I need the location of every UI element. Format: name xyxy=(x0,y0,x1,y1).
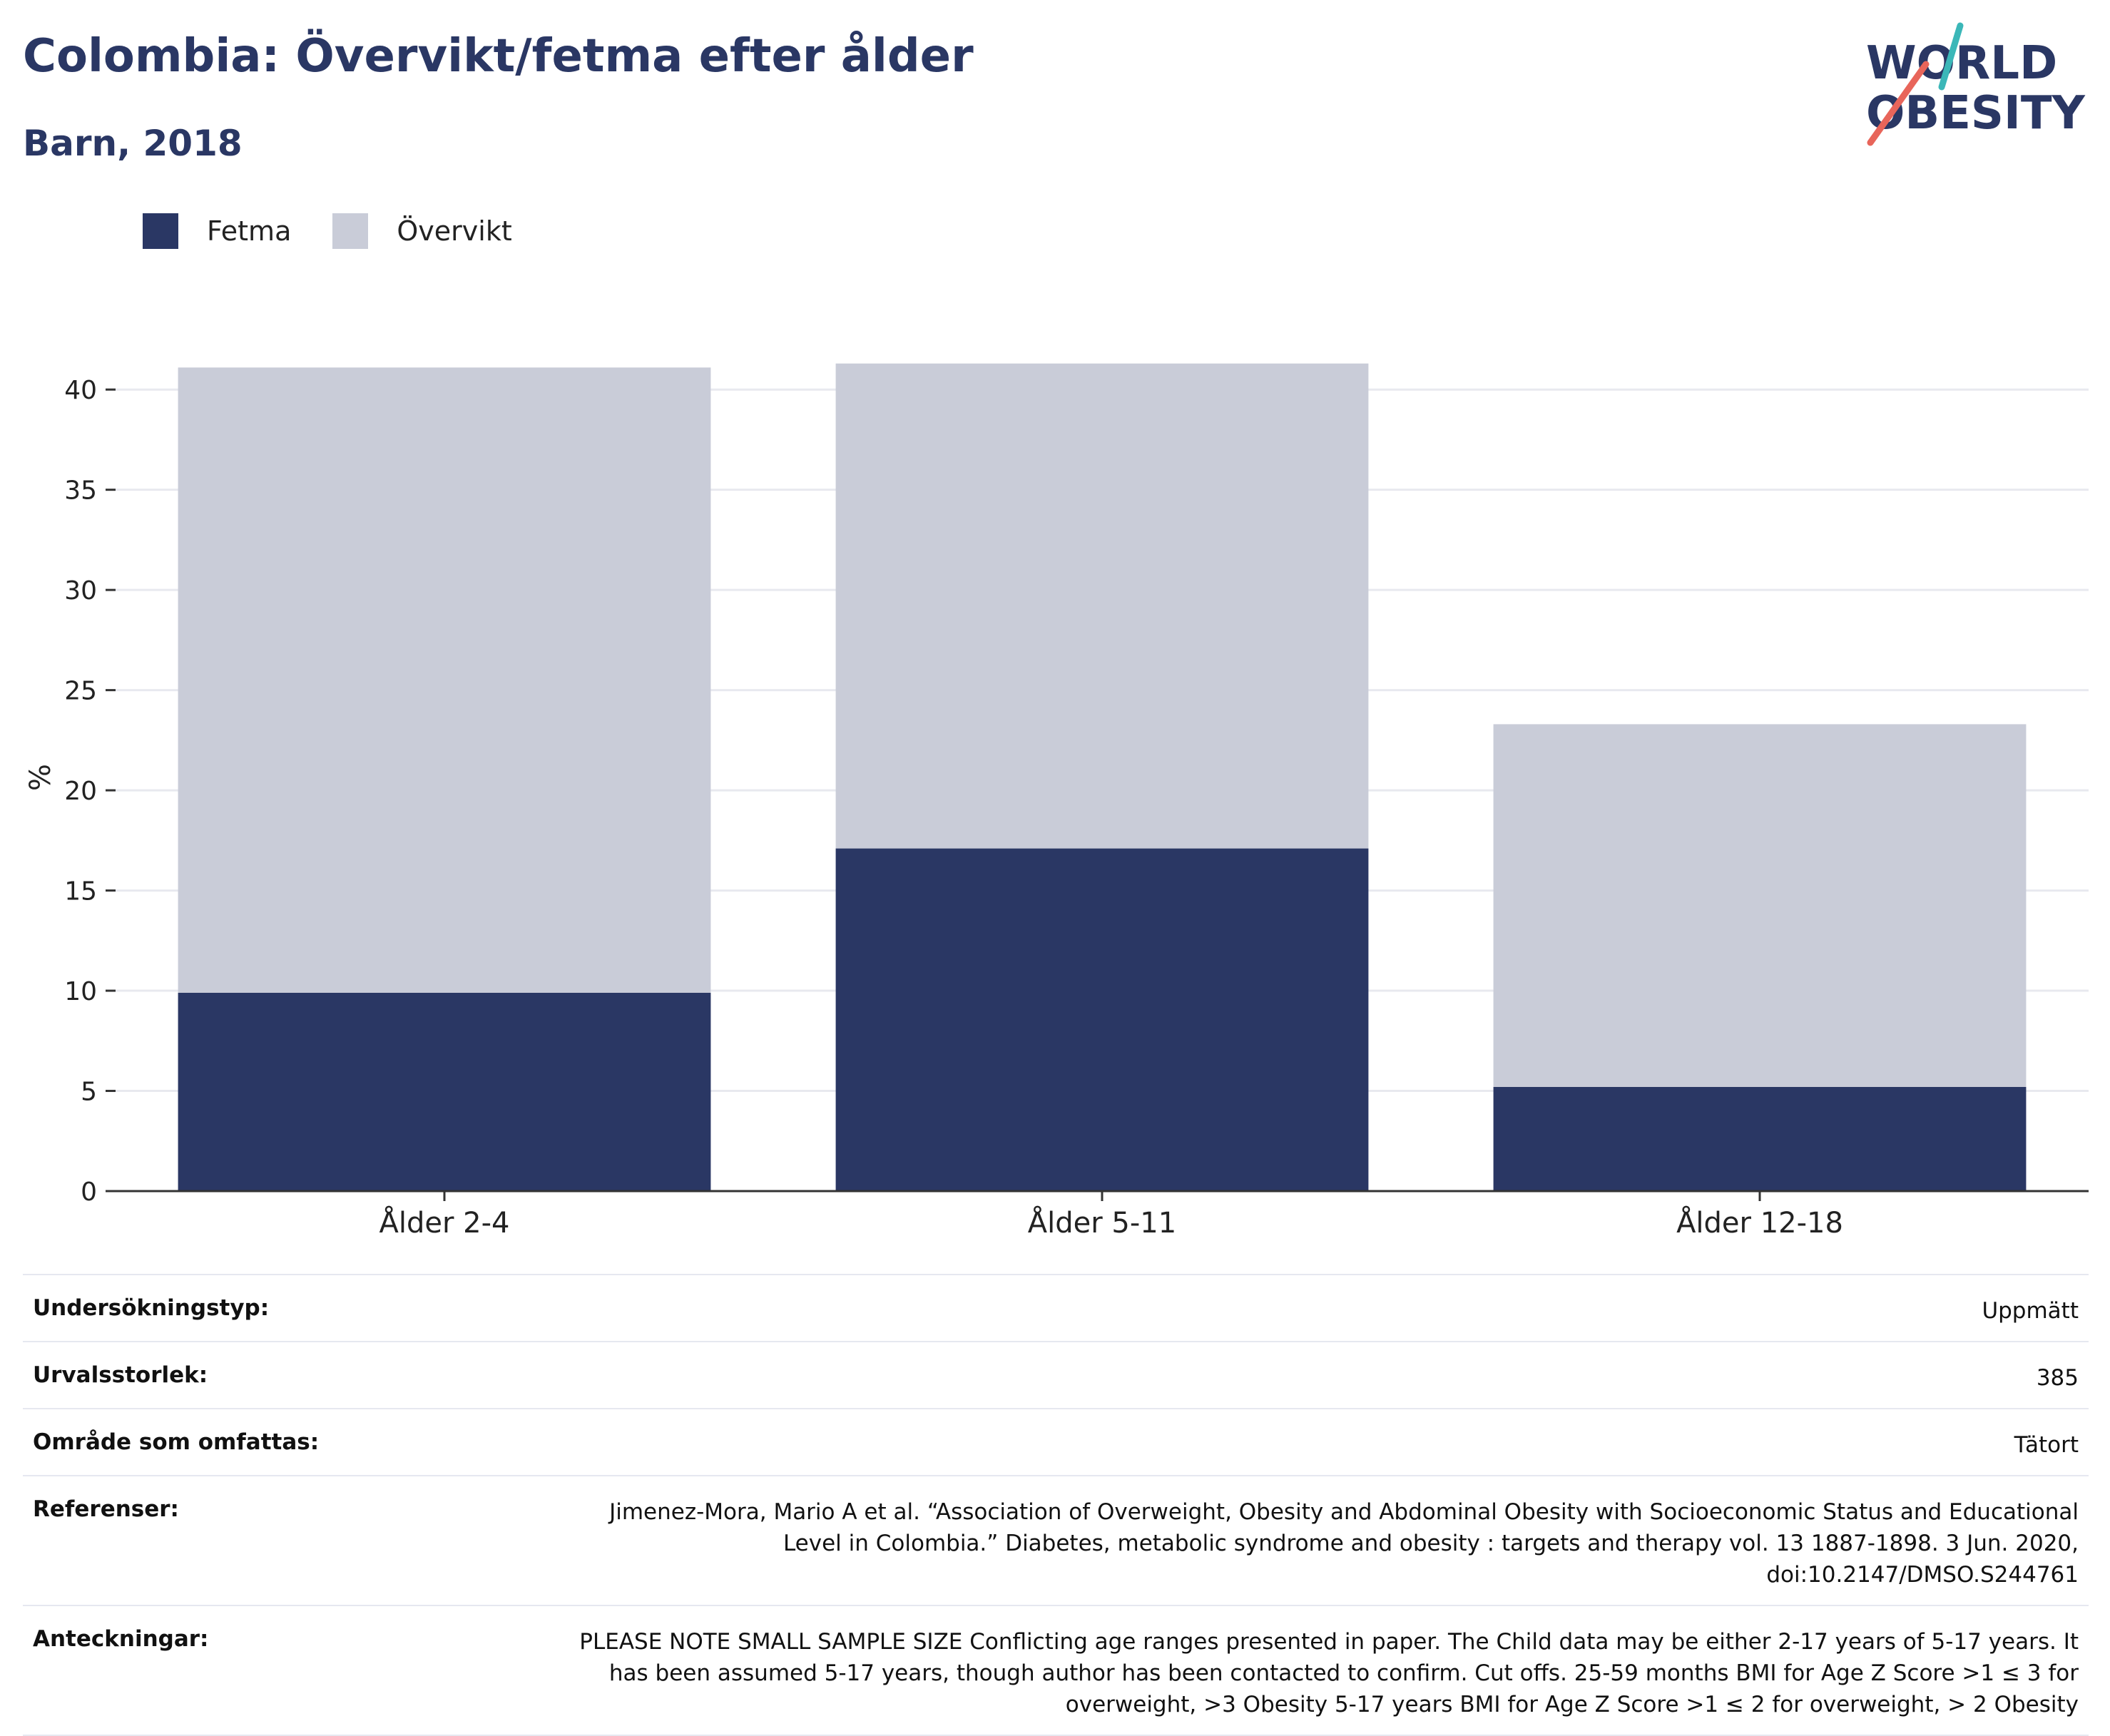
stacked-bar-chart: 0 5 10 15 20 25 30 35 40 Ålder 2-4 Ålder 5-11 Ålder… xyxy=(24,363,2089,1240)
x-tick-label: Ålder 5-11 xyxy=(1028,1205,1176,1240)
info-key: Referenser: xyxy=(33,1496,179,1522)
info-value: 385 xyxy=(2036,1365,2079,1391)
bar-fetma-2[interactable] xyxy=(1493,1086,2027,1191)
info-key: Undersökningstyp: xyxy=(33,1295,270,1321)
y-tick-label: 5 xyxy=(81,1078,97,1107)
info-key: Område som omfattas: xyxy=(33,1429,320,1455)
info-key: Urvalsstorlek: xyxy=(33,1362,208,1388)
y-tick-label: 25 xyxy=(64,677,97,706)
y-tick-label: 0 xyxy=(81,1178,97,1207)
y-tick-label: 30 xyxy=(64,576,97,606)
axes: 0 5 10 15 20 25 30 35 40 Ålder 2-4 Ålder 5-11 Ålder… xyxy=(64,376,2089,1240)
legend-label-fetma: Fetma xyxy=(207,215,292,247)
world-obesity-logo: WORLD OBESITY xyxy=(1866,22,2085,146)
legend-swatch-fetma xyxy=(143,213,178,249)
chart-subtitle: Barn, 2018 xyxy=(23,123,243,164)
logo-line1: WORLD xyxy=(1866,37,2057,90)
y-axis-label: % xyxy=(24,764,57,791)
legend-swatch-overvikt xyxy=(332,213,369,249)
x-tick-label: Ålder 2-4 xyxy=(379,1205,510,1240)
bar-fetma-1[interactable] xyxy=(835,848,1369,1191)
info-row: Urvalsstorlek: 385 xyxy=(23,1342,2089,1409)
y-tick-label: 20 xyxy=(64,777,97,806)
y-tick-label: 10 xyxy=(64,977,97,1006)
info-value: Tätort xyxy=(2014,1432,2079,1458)
y-tick-label: 40 xyxy=(64,376,97,405)
y-tick-label: 35 xyxy=(64,476,97,506)
info-row: Undersökningstyp: Uppmätt xyxy=(23,1275,2089,1342)
bars xyxy=(178,363,2027,1191)
survey-info-table: Undersökningstyp: Uppmätt Urvalsstorlek: 38… xyxy=(23,1274,2089,1736)
chart-legend: Fetma Övervikt xyxy=(143,211,554,251)
logo-line2: OBESITY xyxy=(1866,87,2085,140)
legend-label-overvikt: Övervikt xyxy=(397,215,512,247)
info-value: PLEASE NOTE SMALL SAMPLE SIZE Conflictin… xyxy=(579,1629,2079,1717)
chart-title: Colombia: Övervikt/fetma efter ålder xyxy=(23,30,974,83)
info-row: Referenser: Jimenez-Mora, Mario A et al. … xyxy=(23,1476,2089,1606)
x-tick-label: Ålder 12-18 xyxy=(1676,1205,1843,1240)
info-key: Anteckningar: xyxy=(33,1626,209,1652)
info-value: Jimenez-Mora, Mario A et al. “Associatio… xyxy=(609,1499,2079,1588)
bar-overvikt-1[interactable] xyxy=(835,363,1369,849)
logo-slash-coral-icon xyxy=(1867,61,1930,146)
legend-item-overvikt[interactable]: Övervikt xyxy=(332,213,512,249)
info-value: Uppmätt xyxy=(1982,1298,2079,1324)
legend-item-fetma[interactable]: Fetma xyxy=(143,213,291,249)
bar-overvikt-0[interactable] xyxy=(178,367,711,993)
y-tick-label: 15 xyxy=(64,877,97,907)
bar-fetma-0[interactable] xyxy=(178,992,711,1191)
info-row: Anteckningar: PLEASE NOTE SMALL SAMPLE SI… xyxy=(23,1606,2089,1736)
bar-overvikt-2[interactable] xyxy=(1493,724,2027,1087)
logo-slash-teal-icon xyxy=(1938,22,1964,91)
info-row: Område som omfattas: Tätort xyxy=(23,1409,2089,1476)
